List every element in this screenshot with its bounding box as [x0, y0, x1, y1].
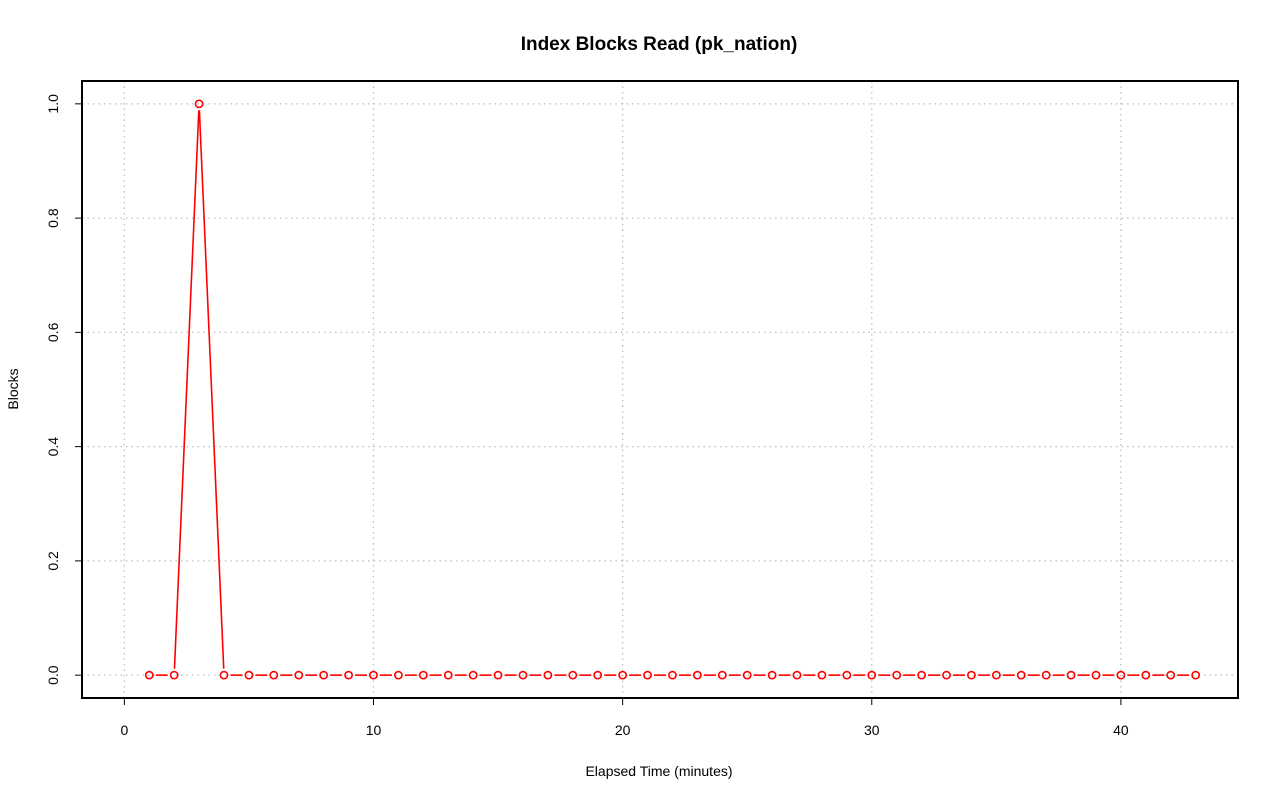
data-point — [269, 670, 279, 680]
data-point — [1091, 670, 1101, 680]
data-point — [568, 670, 578, 680]
series-line-segment — [198, 110, 225, 669]
data-point — [443, 670, 453, 680]
series-line-segment — [173, 110, 200, 669]
x-tick-label: 40 — [1113, 722, 1129, 738]
data-point — [543, 670, 553, 680]
y-tick-label: 0.8 — [45, 208, 61, 228]
data-point — [917, 670, 926, 680]
y-tick-label: 0.0 — [45, 665, 61, 685]
x-axis: 0 10 20 30 40 — [120, 697, 1129, 738]
data-point — [1016, 670, 1026, 680]
data-point — [692, 670, 702, 680]
data-point — [1041, 670, 1051, 680]
data-point — [369, 670, 378, 680]
grid — [82, 81, 1238, 698]
data-point — [518, 670, 528, 680]
plot-frame — [81, 80, 1239, 699]
x-tick-label: 0 — [120, 722, 128, 738]
data-point — [842, 670, 852, 680]
x-tick-label: 20 — [615, 722, 631, 738]
data-point — [294, 670, 304, 680]
y-axis-label: Blocks — [5, 368, 21, 409]
data-point — [219, 670, 229, 680]
y-tick-label: 0.4 — [45, 437, 61, 457]
data-point — [1141, 670, 1151, 680]
data-point — [418, 670, 428, 680]
data-point — [817, 670, 827, 680]
chart-title: Index Blocks Read (pk_nation) — [521, 34, 798, 55]
data-point — [668, 670, 677, 680]
data-point — [169, 670, 179, 680]
data-point — [593, 670, 603, 680]
data-point — [1166, 670, 1176, 680]
data-point — [967, 670, 976, 680]
x-axis-label: Elapsed Time (minutes) — [585, 763, 732, 779]
data-point — [867, 670, 877, 680]
data-point — [194, 99, 204, 109]
data-point — [244, 670, 254, 680]
data-point — [717, 670, 727, 680]
data-point — [767, 670, 777, 680]
data-point — [1191, 670, 1201, 680]
y-tick-label: 0.6 — [45, 322, 61, 342]
data-point — [144, 670, 154, 680]
y-tick-label: 1.0 — [45, 94, 61, 114]
data-point — [1066, 670, 1076, 680]
data-point — [742, 670, 752, 680]
y-axis: 0.0 0.2 0.4 0.6 0.8 1.0 — [45, 94, 83, 685]
data-point — [468, 670, 478, 680]
series-layer — [144, 99, 1201, 680]
y-tick-label: 0.2 — [45, 551, 61, 571]
data-point — [618, 670, 628, 680]
data-point — [493, 670, 503, 680]
data-point — [643, 670, 652, 680]
data-point — [792, 670, 802, 680]
data-point — [942, 670, 951, 680]
data-point — [319, 670, 329, 680]
x-tick-label: 30 — [864, 722, 880, 738]
data-point — [991, 670, 1001, 680]
x-tick-label: 10 — [366, 722, 382, 738]
data-point — [892, 670, 902, 680]
data-point — [394, 670, 403, 680]
data-point — [1116, 670, 1126, 680]
data-point — [344, 670, 353, 680]
